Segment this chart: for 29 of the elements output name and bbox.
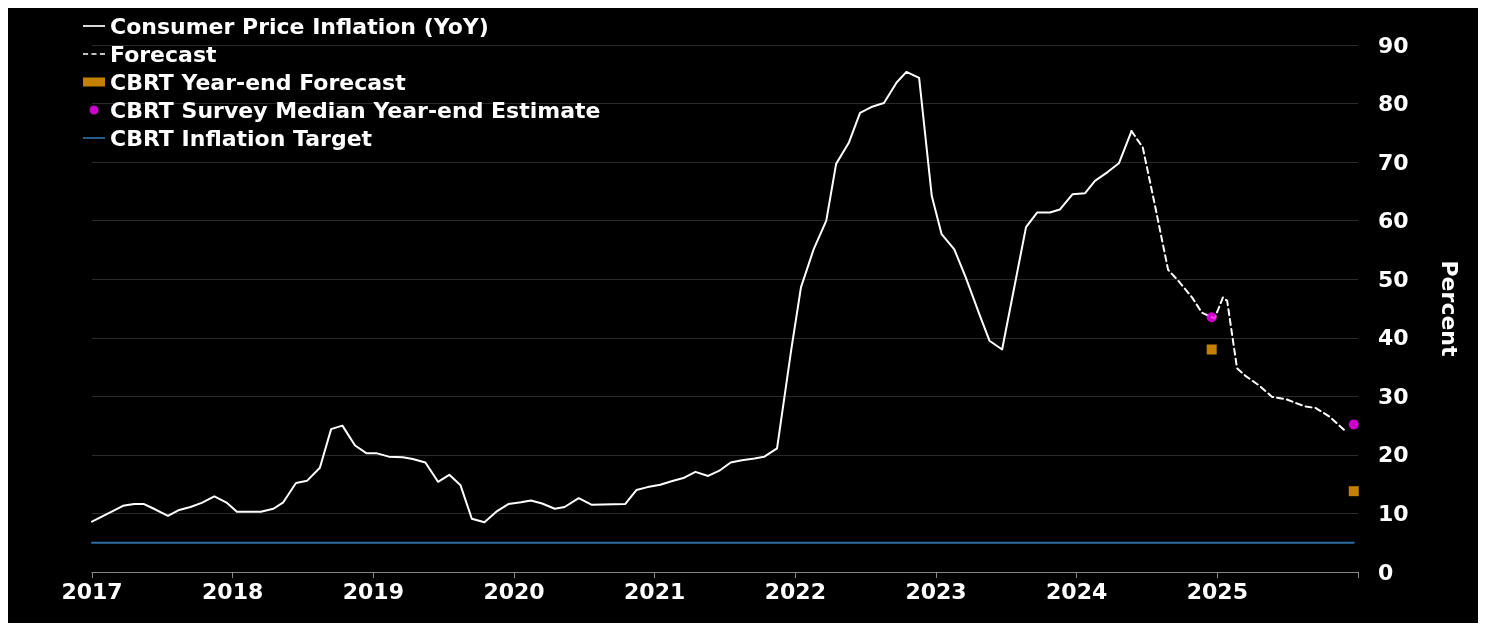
point [1348, 486, 1359, 497]
x-tick-label: 2024 [1046, 578, 1108, 604]
legend-label: Consumer Price Inflation (YoY) [110, 13, 489, 39]
point [1206, 312, 1217, 323]
y-tick-label: 30 [1378, 383, 1409, 409]
legend-label: CBRT Inflation Target [110, 125, 373, 151]
y-tick-label: 50 [1378, 266, 1409, 292]
x-tick-label: 2018 [202, 578, 264, 604]
y-axis-title: Percent [1436, 260, 1462, 357]
y-tick-label: 40 [1378, 325, 1409, 351]
x-tick-label: 2017 [61, 578, 123, 604]
legend-label: Forecast [110, 41, 217, 67]
legend-label: CBRT Year-end Forecast [110, 69, 407, 95]
point [1348, 419, 1359, 430]
legend-label: CBRT Survey Median Year-end Estimate [110, 97, 601, 123]
y-tick-label: 60 [1378, 208, 1409, 234]
y-tick-label: 20 [1378, 442, 1409, 468]
x-tick-label: 2020 [483, 578, 545, 604]
y-tick-label: 90 [1378, 32, 1409, 58]
y-tick-label: 10 [1378, 500, 1409, 526]
point [1206, 344, 1217, 355]
x-tick-label: 2022 [764, 578, 826, 604]
x-tick-label: 2021 [624, 578, 686, 604]
y-tick-label: 0 [1378, 559, 1394, 585]
y-tick-label: 80 [1378, 91, 1409, 117]
x-tick-label: 2023 [905, 578, 967, 604]
x-tick-label: 2025 [1186, 578, 1248, 604]
y-tick-label: 70 [1378, 149, 1409, 175]
x-tick-label: 2019 [342, 578, 404, 604]
